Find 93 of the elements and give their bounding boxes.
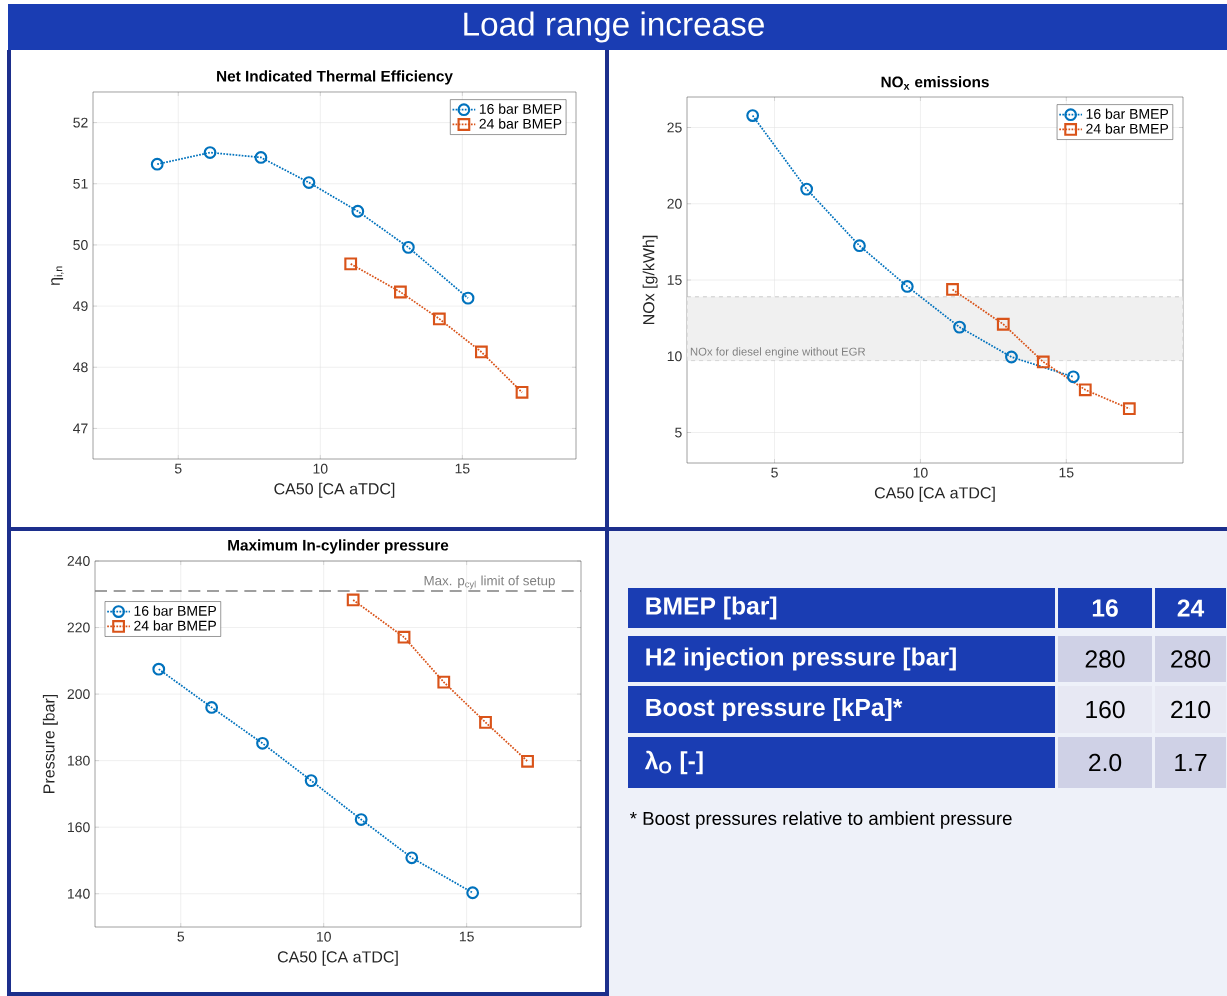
x-tick-label: 10 <box>313 463 328 474</box>
y-tick-label: 25 <box>667 122 682 133</box>
legend-label: 16 bar BMEP <box>1086 108 1169 119</box>
x-tick-label: 5 <box>771 467 778 478</box>
chart-title: Maximum In-cylinder pressure <box>228 539 449 554</box>
point <box>397 630 411 644</box>
x-tick-label: 5 <box>177 931 185 942</box>
text: 24 <box>1177 599 1205 617</box>
x-tick-label: 5 <box>174 463 182 474</box>
point <box>946 283 959 296</box>
y-tick-label: 48 <box>73 362 88 373</box>
y-tick-label: 20 <box>667 198 682 209</box>
y-tick-label: 49 <box>73 301 88 312</box>
x-tick-label: 15 <box>459 931 474 942</box>
point <box>405 851 419 865</box>
ref-line-label: Max. p$_{cyl}$ limit of setup <box>424 575 555 590</box>
x-axis-title: CA50 [CA aTDC] <box>874 486 995 502</box>
x-tick-label: 15 <box>1059 467 1074 478</box>
y-axis-title: NOx [g/kWh] <box>642 235 658 325</box>
x-tick-label: 15 <box>455 463 470 474</box>
text: 280 <box>1085 650 1125 668</box>
point <box>1066 370 1080 384</box>
point <box>900 280 914 293</box>
y-tick-label: 51 <box>73 178 88 189</box>
point <box>437 675 451 689</box>
y-tick-label: 160 <box>68 822 90 833</box>
point <box>746 109 760 123</box>
point <box>256 736 269 750</box>
text: 16 <box>1092 599 1118 617</box>
y-axis-title: η$_{i,n}$ <box>51 266 64 286</box>
y-tick-label: 140 <box>68 888 90 899</box>
point <box>479 715 492 729</box>
text: 160 <box>1086 700 1125 719</box>
point <box>344 257 358 271</box>
y-tick-label: 5 <box>675 427 682 438</box>
y-tick-label: 240 <box>67 556 90 566</box>
band-label: NOx for diesel engine without EGR <box>690 347 866 358</box>
point <box>302 176 316 189</box>
point <box>304 774 318 788</box>
x-tick-label: 10 <box>913 467 928 478</box>
text: λ$_{O}$ [-] <box>644 750 703 775</box>
text: 2.0 <box>1089 753 1122 772</box>
point <box>203 146 217 159</box>
y-tick-label: 200 <box>67 689 90 700</box>
chart-title: NO$_{x}$ emissions <box>881 76 989 90</box>
y-tick-label: 15 <box>667 275 682 285</box>
text: 210 <box>1171 700 1211 719</box>
point <box>953 320 966 334</box>
y-tick-label: 10 <box>667 351 682 362</box>
point <box>351 204 365 218</box>
point <box>152 662 166 676</box>
point <box>800 182 814 196</box>
text: H2 injection pressure [bar] <box>646 647 956 671</box>
legend-label: 24 bar BMEP <box>479 118 562 129</box>
point <box>996 317 1010 331</box>
point <box>853 239 866 253</box>
legend-label: 24 bar BMEP <box>1086 123 1169 134</box>
y-tick-label: 180 <box>68 755 90 766</box>
text: 1.7 <box>1175 754 1207 771</box>
point <box>466 886 480 900</box>
point <box>461 291 475 305</box>
point <box>515 385 529 399</box>
chart-title: Net Indicated Thermal Efficiency <box>217 70 453 85</box>
point <box>394 285 407 299</box>
point <box>1005 350 1018 364</box>
point <box>1122 402 1136 416</box>
x-axis-title: CA50 [CA aTDC] <box>274 482 395 498</box>
point <box>432 312 446 326</box>
point <box>521 754 534 768</box>
point <box>401 240 415 254</box>
x-tick-label: 10 <box>316 931 331 942</box>
legend-label: 24 bar BMEP <box>134 620 216 631</box>
legend-label: 16 bar BMEP <box>134 605 216 616</box>
legend-label: 16 bar BMEP <box>479 103 562 114</box>
y-axis-title: Pressure [bar] <box>42 694 58 793</box>
point <box>1036 355 1050 369</box>
y-tick-label: 47 <box>73 423 88 434</box>
y-tick-label: 52 <box>73 117 88 128</box>
point <box>1078 383 1092 397</box>
point <box>346 593 360 607</box>
point <box>474 345 488 359</box>
text: Boost pressure [kPa]* <box>646 698 903 722</box>
point <box>150 157 164 171</box>
text: 280 <box>1171 650 1211 668</box>
y-tick-label: 220 <box>67 622 90 633</box>
text: BMEP [bar] <box>646 596 777 620</box>
text: Load range increase <box>464 11 764 43</box>
x-axis-title: CA50 [CA aTDC] <box>277 950 398 966</box>
y-tick-label: 50 <box>73 239 88 250</box>
text: * Boost pressures relative to ambient pressure <box>630 811 1012 829</box>
point <box>354 813 368 826</box>
point <box>254 151 268 164</box>
point <box>205 701 219 714</box>
